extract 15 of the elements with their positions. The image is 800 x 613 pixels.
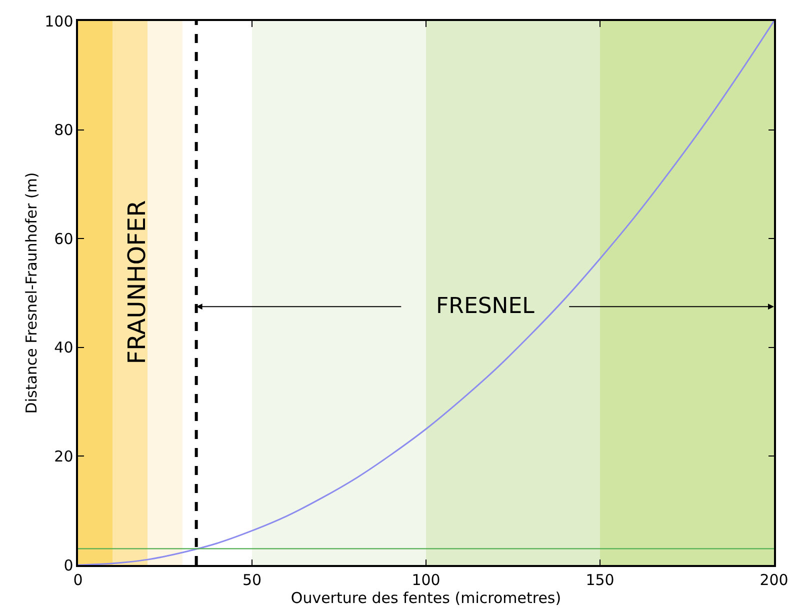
x-tick-label: 100	[412, 570, 440, 589]
y-tick-label: 80	[54, 121, 74, 140]
annotation: FRAUNHOFER	[123, 200, 152, 364]
x-tick-label: 50	[242, 570, 262, 589]
x-axis-title: Ouverture des fentes (micrometres)	[290, 588, 562, 607]
annotation: FRESNEL	[436, 294, 536, 319]
line-series	[78, 21, 774, 565]
y-tick-label: 100	[44, 12, 74, 30]
y-tick-label: 20	[54, 447, 74, 466]
y-tick-label: 60	[54, 230, 74, 248]
x-tick-label: 150	[586, 570, 614, 589]
y-tick-label: 0	[64, 556, 74, 574]
x-tick-label: 200	[760, 570, 788, 589]
y-tick-label: 40	[54, 338, 74, 357]
y-axis-title: Distance Fresnel-Fraunhofer (m)	[22, 172, 40, 414]
